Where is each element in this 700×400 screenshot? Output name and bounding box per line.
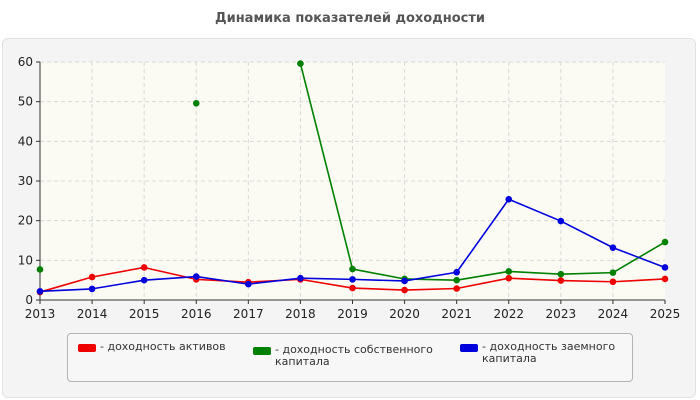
data-point-equity-2022 (505, 268, 513, 275)
legend-label-debt: - доходность заемного (482, 340, 616, 353)
data-point-equity-2021 (453, 276, 460, 284)
x-tick-label: 2018 (285, 307, 316, 321)
x-tick-label: 2024 (598, 307, 629, 321)
y-tick-label: 30 (18, 174, 33, 188)
data-point-assets-2020 (401, 286, 408, 294)
x-tick-label: 2017 (233, 307, 264, 321)
x-tick-label: 2020 (389, 307, 420, 321)
data-point-debt-2025 (661, 264, 669, 271)
grid-lines (40, 61, 665, 300)
x-tick-label: 2023 (546, 307, 577, 321)
x-tick-label: 2015 (129, 307, 160, 321)
y-tick-label: 60 (18, 55, 33, 69)
data-point-debt-2013 (36, 287, 44, 295)
legend: - доходность активов - доходность собств… (67, 333, 633, 382)
axes (36, 61, 666, 304)
x-axis-tick-labels: 2013 2014 2015 2016 2017 2018 2019 2020 2021 2022… (25, 307, 681, 321)
x-tick-label: 2022 (493, 307, 524, 321)
data-point-equity-2018 (297, 60, 304, 67)
data-point-equity-2016 (192, 99, 200, 107)
data-point-assets-2022 (505, 274, 513, 282)
x-tick-label: 2014 (77, 307, 108, 321)
data-point-debt-2015 (140, 276, 148, 284)
y-tick-label: 10 (18, 253, 33, 267)
y-tick-label: 40 (18, 134, 33, 148)
data-point-debt-2016 (192, 273, 200, 280)
x-tick-label: 2025 (650, 307, 681, 321)
legend-swatch-blue (460, 344, 478, 352)
legend-swatch-green (253, 347, 271, 355)
data-point-debt-2018 (297, 274, 304, 282)
y-tick-label: 20 (18, 214, 33, 228)
x-tick-label: 2013 (25, 307, 56, 321)
y-tick-label: 0 (25, 293, 33, 307)
y-axis-tick-labels: 0 10 20 30 40 50 60 (18, 55, 33, 307)
legend-label-equity-line2: капитала (275, 355, 330, 368)
data-point-assets-2023 (557, 277, 565, 284)
series-line-equity (299, 63, 666, 281)
data-point-debt-2024 (609, 244, 617, 251)
data-point-equity-2019 (349, 265, 356, 273)
y-tick-label: 50 (18, 95, 33, 109)
chart-title: Динамика показателей доходности (215, 11, 485, 26)
series-points (36, 60, 669, 296)
data-point-debt-2023 (557, 217, 565, 225)
data-point-assets-2021 (453, 285, 460, 292)
data-point-assets-2024 (609, 278, 617, 286)
legend-label-debt-line2: капитала (482, 352, 537, 365)
data-point-assets-2025 (661, 275, 669, 283)
x-tick-label: 2019 (337, 307, 368, 321)
data-point-equity-2024 (609, 269, 617, 276)
legend-swatch-red (78, 344, 96, 352)
data-point-assets-2015 (140, 264, 148, 271)
legend-label-equity: - доходность собственного (275, 343, 433, 356)
data-point-assets-2014 (88, 273, 96, 281)
x-tick-label: 2016 (181, 307, 212, 321)
data-point-equity-2025 (661, 238, 669, 246)
data-point-equity-2013 (36, 266, 44, 273)
x-tick-label: 2021 (441, 307, 472, 321)
data-point-assets-2019 (349, 284, 356, 292)
data-point-debt-2021 (453, 268, 460, 276)
data-point-debt-2022 (505, 195, 513, 203)
legend-label-assets: - доходность активов (100, 340, 226, 353)
data-point-debt-2020 (401, 277, 408, 285)
data-point-debt-2019 (349, 276, 356, 283)
data-point-debt-2014 (88, 285, 96, 293)
data-point-debt-2017 (245, 280, 252, 288)
data-point-equity-2023 (557, 270, 565, 278)
